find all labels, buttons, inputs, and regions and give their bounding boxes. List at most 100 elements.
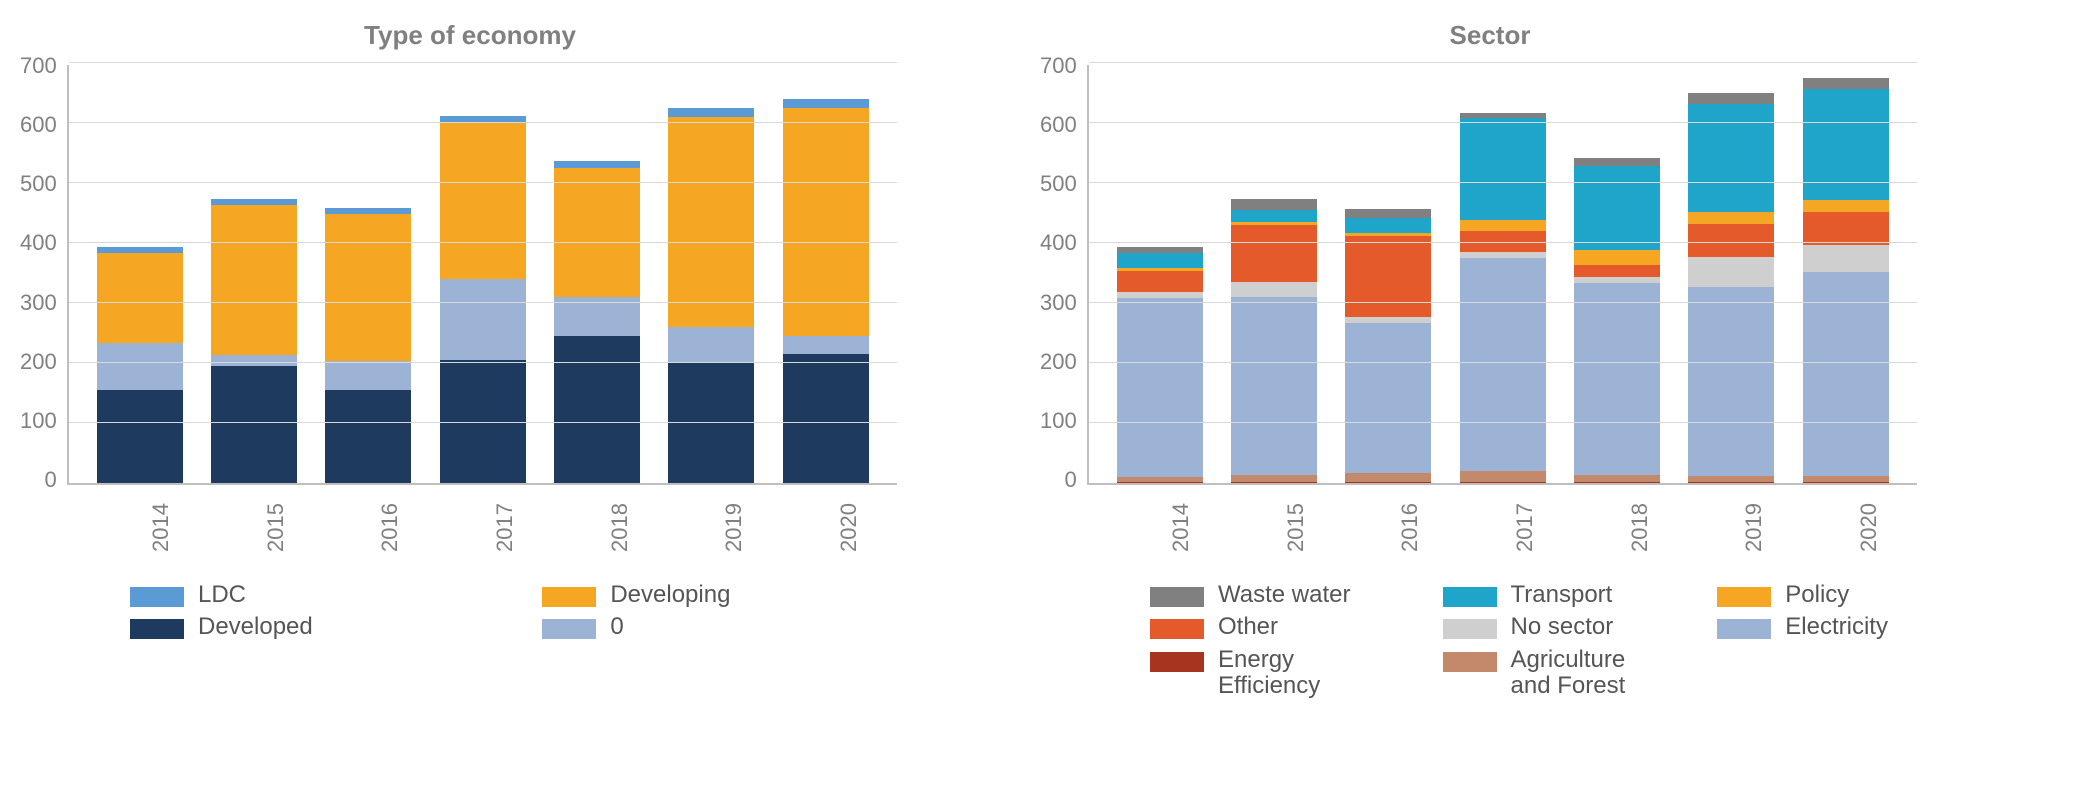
sector-xtick: 2020 — [1856, 503, 1882, 552]
sector-ytick: 500 — [1040, 171, 1077, 197]
economy-bars — [69, 65, 897, 483]
sector-bar — [1574, 158, 1660, 483]
sector-segment — [1688, 93, 1774, 104]
sector-segment — [1117, 271, 1203, 292]
economy-segment — [211, 366, 297, 483]
sector-segment — [1803, 78, 1889, 89]
sector-legend-item: Other — [1150, 614, 1403, 640]
sector-bar — [1345, 209, 1431, 483]
economy-gridline — [69, 62, 897, 63]
economy-plot-area — [67, 65, 897, 485]
sector-ytick: 100 — [1040, 408, 1077, 434]
sector-chart-title: Sector — [1040, 20, 1940, 51]
economy-y-axis: 7006005004003002001000 — [20, 53, 67, 493]
economy-bar — [668, 108, 754, 483]
sector-segment — [1345, 482, 1431, 483]
sector-segment — [1688, 287, 1774, 476]
sector-legend: Waste waterTransportPolicyOtherNo sector… — [1150, 582, 1940, 700]
sector-legend-item: Waste water — [1150, 582, 1403, 608]
sector-segment — [1231, 199, 1317, 210]
economy-segment — [668, 327, 754, 363]
economy-segment — [97, 343, 183, 390]
economy-segment — [325, 390, 411, 483]
economy-segment — [554, 336, 640, 483]
economy-ytick: 700 — [20, 53, 57, 79]
legend-label: 0 — [610, 614, 623, 640]
sector-gridline — [1089, 242, 1917, 243]
economy-xtick: 2016 — [377, 503, 403, 552]
economy-xtick: 2017 — [492, 503, 518, 552]
economy-legend-item: Developing — [542, 582, 920, 608]
sector-gridline — [1089, 182, 1917, 183]
sector-segment — [1345, 473, 1431, 481]
economy-segment — [211, 205, 297, 355]
economy-segment — [97, 390, 183, 483]
economy-gridline — [69, 122, 897, 123]
sector-segment — [1460, 220, 1546, 231]
sector-segment — [1688, 482, 1774, 483]
economy-legend-item: 0 — [542, 614, 920, 640]
economy-bar — [440, 116, 526, 483]
sector-xtick: 2015 — [1283, 503, 1309, 552]
sector-segment — [1688, 212, 1774, 224]
sector-ytick: 300 — [1040, 290, 1077, 316]
legend-label: Developed — [198, 614, 313, 640]
economy-segment — [440, 123, 526, 279]
sector-ytick: 700 — [1040, 53, 1077, 79]
economy-segment — [325, 361, 411, 390]
sector-segment — [1345, 218, 1431, 233]
economy-bar — [554, 161, 640, 483]
sector-bar — [1460, 113, 1546, 483]
economy-segment — [783, 354, 869, 483]
economy-bar — [97, 247, 183, 483]
economy-gridline — [69, 182, 897, 183]
sector-segment — [1117, 253, 1203, 268]
legend-swatch — [1443, 652, 1497, 672]
economy-gridline — [69, 302, 897, 303]
sector-segment — [1231, 475, 1317, 482]
sector-xtick: 2016 — [1397, 503, 1423, 552]
sector-segment — [1574, 475, 1660, 482]
economy-chart-title: Type of economy — [20, 20, 920, 51]
legend-label: No sector — [1511, 614, 1614, 640]
sector-chart-panel: Sector 7006005004003002001000 2014201520… — [1040, 20, 1940, 700]
economy-plot-wrap: 7006005004003002001000 — [20, 65, 920, 493]
legend-label: Transport — [1511, 582, 1613, 608]
legend-swatch — [1150, 587, 1204, 607]
economy-segment — [668, 117, 754, 327]
sector-gridline — [1089, 302, 1917, 303]
economy-segment — [668, 108, 754, 117]
economy-ytick: 400 — [20, 230, 57, 256]
sector-segment — [1574, 158, 1660, 165]
sector-segment — [1345, 323, 1431, 473]
legend-swatch — [542, 619, 596, 639]
sector-segment — [1574, 283, 1660, 475]
economy-x-axis: 2014201520162017201820192020 — [90, 493, 920, 552]
economy-segment — [783, 336, 869, 354]
sector-segment — [1345, 209, 1431, 217]
economy-xtick: 2015 — [263, 503, 289, 552]
sector-segment — [1574, 250, 1660, 265]
economy-segment — [554, 161, 640, 168]
legend-label: EnergyEfficiency — [1218, 647, 1320, 700]
sector-segment — [1574, 265, 1660, 277]
sector-segment — [1803, 212, 1889, 245]
legend-swatch — [1150, 652, 1204, 672]
economy-ytick: 600 — [20, 112, 57, 138]
sector-legend-item: Transport — [1443, 582, 1678, 608]
sector-bar — [1688, 93, 1774, 483]
sector-bar — [1117, 247, 1203, 483]
legend-label: Electricity — [1785, 614, 1888, 640]
sector-gridline — [1089, 62, 1917, 63]
legend-label: LDC — [198, 582, 246, 608]
legend-swatch — [1717, 619, 1771, 639]
economy-xtick: 2019 — [721, 503, 747, 552]
sector-segment — [1803, 482, 1889, 483]
legend-label: Other — [1218, 614, 1278, 640]
sector-legend-item: Electricity — [1717, 614, 1940, 640]
sector-segment — [1803, 200, 1889, 212]
sector-plot-wrap: 7006005004003002001000 — [1040, 65, 1940, 493]
legend-swatch — [1150, 619, 1204, 639]
economy-segment — [97, 253, 183, 343]
sector-legend-item: Agricultureand Forest — [1443, 647, 1678, 700]
